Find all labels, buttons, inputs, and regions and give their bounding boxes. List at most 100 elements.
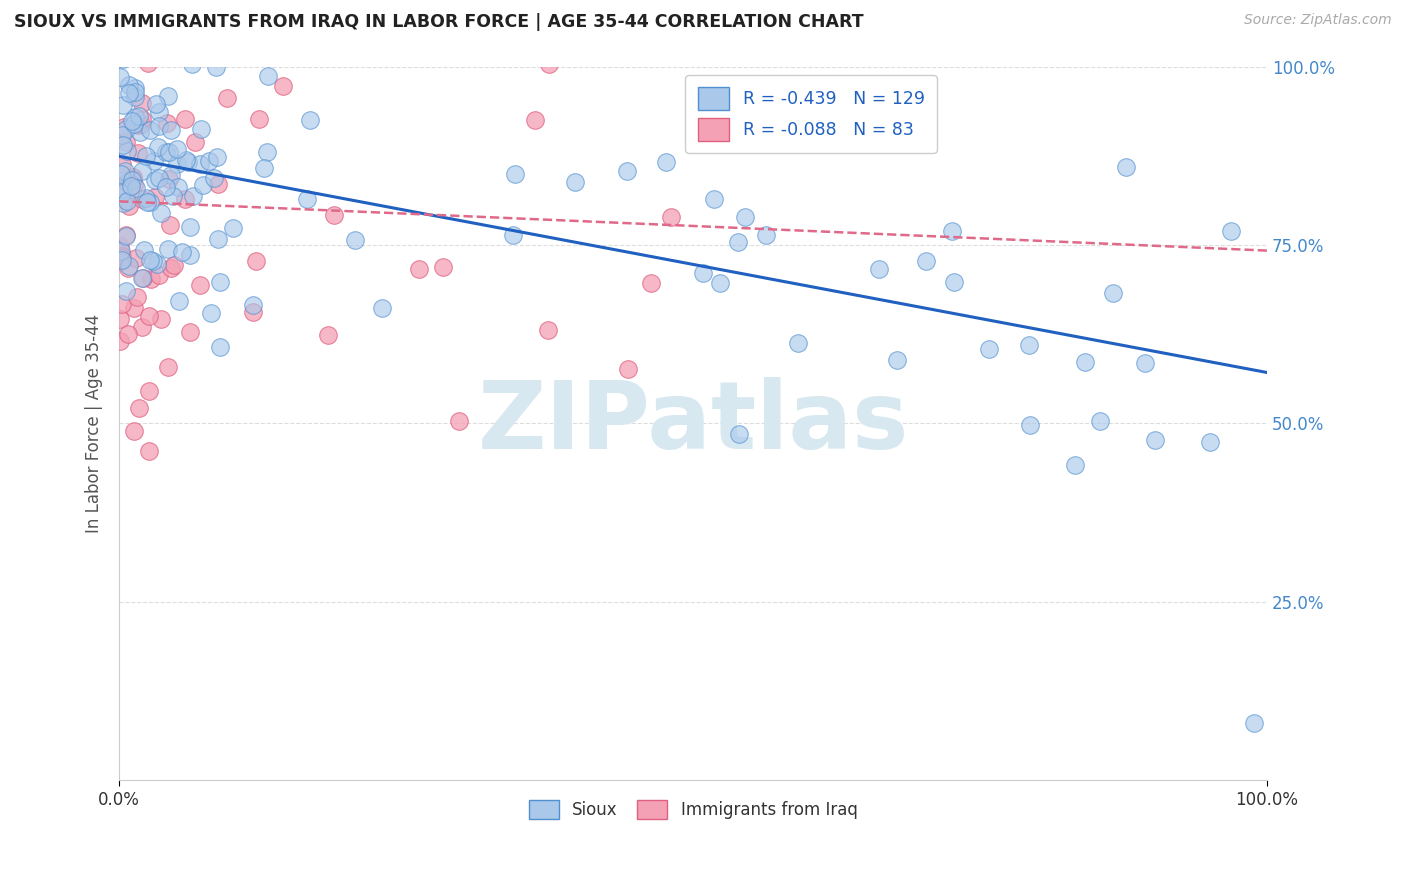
Point (326, 45, 349, 60)
Point (138, 384, 160, 398)
Text: SIOUX VS IMMIGRANTS FROM IRAQ IN LABOR FORCE | AGE 35-44 CORRELATION CHART: SIOUX VS IMMIGRANTS FROM IRAQ IN LABOR F… (14, 13, 863, 31)
Point (616, 164, 638, 178)
Point (118, 260, 141, 274)
Point (159, 219, 181, 233)
Point (121, 114, 143, 128)
Point (128, 125, 150, 139)
Point (148, 104, 170, 119)
Point (295, 192, 318, 206)
Point (868, 262, 890, 277)
Point (208, 275, 231, 289)
Point (127, 290, 149, 304)
Point (1063, 458, 1085, 472)
Point (139, 123, 162, 137)
Point (124, 251, 146, 265)
Point (136, 56, 159, 70)
Point (131, 163, 153, 178)
Point (134, 243, 156, 257)
Point (1115, 160, 1137, 174)
Point (207, 177, 229, 191)
Point (110, 252, 132, 266)
Point (150, 312, 173, 326)
Point (188, 278, 211, 293)
Point (155, 180, 177, 194)
Point (207, 232, 229, 246)
Point (128, 401, 150, 416)
Point (111, 185, 134, 199)
Point (129, 45, 152, 60)
Point (111, 186, 134, 200)
Point (148, 45, 170, 60)
Point (111, 97, 134, 112)
Point (110, 312, 132, 326)
Point (1143, 433, 1166, 447)
Point (184, 136, 207, 150)
Point (136, 194, 159, 209)
Point (1133, 356, 1156, 370)
Point (166, 180, 188, 194)
Point (146, 140, 169, 154)
Point (124, 425, 146, 439)
Point (118, 199, 141, 213)
Point (121, 172, 143, 186)
Point (145, 173, 167, 187)
Point (245, 253, 267, 268)
Point (131, 319, 153, 334)
Point (307, 48, 329, 62)
Point (181, 189, 204, 203)
Point (110, 246, 132, 260)
Point (156, 116, 179, 130)
Point (564, 175, 586, 189)
Point (167, 293, 190, 308)
Point (256, 145, 278, 159)
Point (242, 297, 264, 311)
Point (157, 172, 180, 186)
Point (131, 95, 153, 110)
Point (120, 178, 142, 193)
Point (121, 171, 143, 186)
Point (143, 153, 166, 168)
Point (247, 112, 270, 127)
Point (160, 260, 183, 275)
Point (179, 219, 201, 234)
Point (170, 244, 193, 259)
Point (537, 323, 560, 337)
Point (148, 120, 170, 134)
Point (941, 224, 963, 238)
Point (150, 206, 173, 220)
Point (124, 178, 146, 192)
Point (208, 340, 231, 354)
Point (1102, 285, 1125, 300)
Point (212, 48, 235, 62)
Point (111, 47, 134, 62)
Point (184, 45, 207, 60)
Point (640, 276, 662, 290)
Point (122, 117, 145, 131)
Point (447, 414, 470, 428)
Point (344, 233, 367, 247)
Point (204, 60, 226, 74)
Point (114, 45, 136, 60)
Point (371, 301, 394, 316)
Point (253, 161, 276, 176)
Point (157, 88, 180, 103)
Y-axis label: In Labor Force | Age 35-44: In Labor Force | Age 35-44 (86, 314, 103, 533)
Point (110, 334, 132, 349)
Point (728, 427, 751, 442)
Point (915, 253, 938, 268)
Point (1243, 716, 1265, 731)
Point (215, 90, 238, 104)
Point (111, 157, 134, 171)
Point (222, 221, 245, 235)
Point (117, 260, 139, 275)
Point (138, 309, 160, 323)
Point (160, 45, 183, 60)
Point (155, 145, 177, 159)
Point (692, 266, 714, 280)
Point (1018, 338, 1040, 352)
Point (148, 268, 170, 283)
Point (114, 163, 136, 178)
Point (523, 113, 546, 128)
Point (502, 227, 524, 242)
Point (503, 167, 526, 181)
